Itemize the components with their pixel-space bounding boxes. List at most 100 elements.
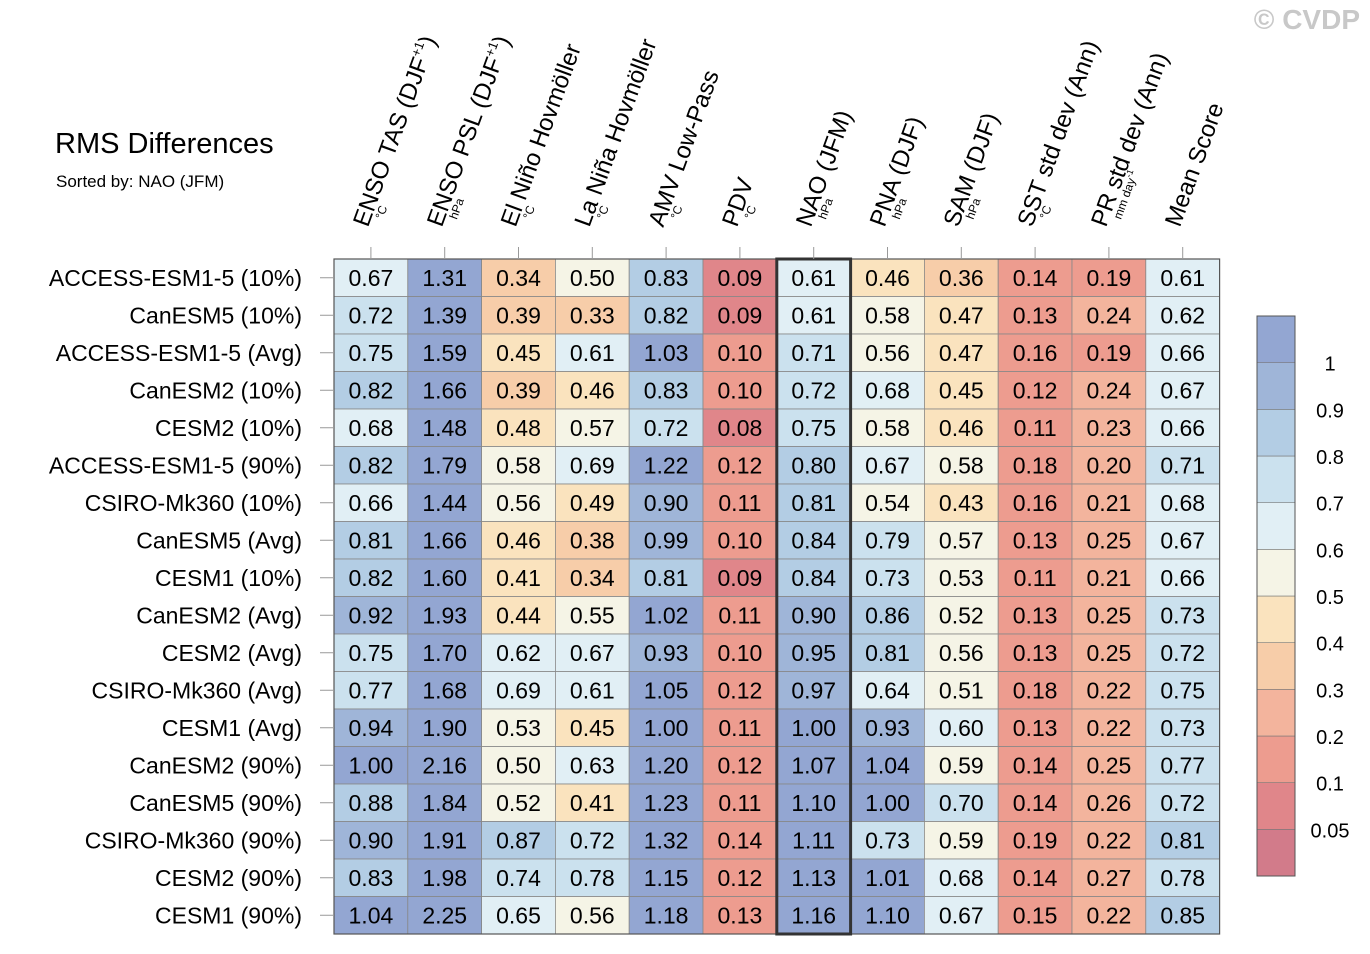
cell-value: 0.12 <box>718 452 763 478</box>
heatmap-cell <box>628 671 704 710</box>
heatmap-cell <box>924 633 999 672</box>
heatmap-cell <box>333 783 409 822</box>
cell-value: 0.68 <box>865 377 910 403</box>
cell-value: 1.66 <box>422 377 467 403</box>
column-label: AMV Low-Pass <box>643 67 724 230</box>
cell-value: 0.50 <box>496 752 541 778</box>
heatmap-cell <box>997 746 1073 785</box>
cell-value: 0.10 <box>718 640 763 666</box>
heatmap-cell <box>628 708 704 747</box>
column-unit: °C <box>373 203 391 221</box>
cell-value: 0.82 <box>349 565 394 591</box>
cell-value: 0.14 <box>718 827 763 853</box>
cell-value: 0.11 <box>718 602 761 628</box>
cell-value: 2.25 <box>422 902 467 928</box>
cell-value: 0.81 <box>865 640 910 666</box>
heatmap-cell <box>997 521 1073 560</box>
heatmap-cell <box>555 783 630 822</box>
cell-value: 0.71 <box>791 340 836 366</box>
row-label: CESM2 (Avg) <box>162 640 302 666</box>
heatmap-cell <box>333 333 409 372</box>
row-label: CanESM2 (90%) <box>129 752 302 778</box>
heatmap-cell <box>776 633 851 672</box>
heatmap-cell <box>1145 483 1221 522</box>
heatmap-cell <box>555 596 630 635</box>
column-label: ENSO TAS (DJF+1) <box>347 32 442 230</box>
heatmap-cell <box>628 783 704 822</box>
column-label: SST std dev (Ann) <box>1012 37 1104 230</box>
cell-value: 0.97 <box>791 677 836 703</box>
row-label: CESM2 (90%) <box>155 865 302 891</box>
cell-value: 0.22 <box>1087 715 1132 741</box>
heatmap-cell <box>481 783 556 822</box>
cell-value: 1.44 <box>422 490 467 516</box>
cell-value: 0.24 <box>1087 302 1132 328</box>
cell-value: 0.85 <box>1160 902 1205 928</box>
heatmap-cell <box>776 371 851 410</box>
cell-value: 0.82 <box>644 302 689 328</box>
cell-value: 0.46 <box>570 377 615 403</box>
cell-value: 0.56 <box>939 640 984 666</box>
heatmap-cell <box>333 371 409 410</box>
heatmap-cell <box>481 633 556 672</box>
cell-value: 1.07 <box>791 752 836 778</box>
heatmap-cell <box>333 858 409 897</box>
cell-value: 0.62 <box>496 640 541 666</box>
heatmap-cell <box>407 896 482 935</box>
cell-value: 0.45 <box>939 377 984 403</box>
heatmap-cell <box>850 408 925 447</box>
cell-value: 0.12 <box>1013 377 1058 403</box>
heatmap-cell <box>924 596 999 635</box>
chart-subtitle: Sorted by: NAO (JFM) <box>56 172 225 191</box>
cell-value: 0.13 <box>1013 640 1058 666</box>
cell-value: 0.70 <box>939 790 984 816</box>
heatmap-cell <box>997 408 1073 447</box>
cell-value: 0.88 <box>349 790 394 816</box>
cell-value: 0.15 <box>1013 902 1058 928</box>
heatmap-cell <box>1071 408 1147 447</box>
cell-value: 0.57 <box>939 527 984 553</box>
cell-value: 0.16 <box>1013 490 1058 516</box>
cell-value: 0.46 <box>939 415 984 441</box>
cell-value: 0.78 <box>570 865 615 891</box>
heatmap-cell <box>850 821 925 860</box>
heatmap-cell <box>407 596 482 635</box>
heatmap-cell <box>1071 596 1147 635</box>
heatmap-cell <box>702 858 778 897</box>
cell-value: 0.61 <box>570 340 615 366</box>
cell-value: 0.72 <box>791 377 836 403</box>
heatmap-cell <box>1071 446 1147 485</box>
cell-value: 0.20 <box>1087 452 1132 478</box>
heatmap-cell <box>776 446 851 485</box>
cell-value: 0.21 <box>1087 565 1132 591</box>
heatmap-cell <box>924 333 999 372</box>
cell-value: 0.74 <box>496 865 541 891</box>
cell-value: 1.68 <box>422 677 467 703</box>
column-label: La Niña Hovmöller <box>570 35 663 230</box>
heatmap-cell <box>924 821 999 860</box>
heatmap-cell <box>628 596 704 635</box>
heatmap-cell <box>1071 896 1147 935</box>
cell-value: 0.67 <box>570 640 615 666</box>
heatmap-cell <box>702 333 778 372</box>
cell-value: 0.25 <box>1087 602 1132 628</box>
heatmap-cell <box>997 333 1073 372</box>
cell-value: 0.69 <box>570 452 615 478</box>
cell-value: 0.09 <box>718 565 763 591</box>
cell-value: 0.67 <box>1160 377 1205 403</box>
heatmap-cell <box>407 483 482 522</box>
cell-value: 0.93 <box>644 640 689 666</box>
heatmap-cell <box>407 446 482 485</box>
heatmap-cell <box>407 708 482 747</box>
heatmap-cell <box>628 483 704 522</box>
heatmap-cell <box>776 596 851 635</box>
heatmap-cell <box>997 446 1073 485</box>
heatmap-cell <box>702 671 778 710</box>
cell-value: 0.56 <box>570 902 615 928</box>
heatmap-cell <box>1145 746 1221 785</box>
cell-value: 0.50 <box>570 265 615 291</box>
heatmap-cell <box>924 671 999 710</box>
cell-value: 0.87 <box>496 827 541 853</box>
heatmap-cell <box>555 521 630 560</box>
